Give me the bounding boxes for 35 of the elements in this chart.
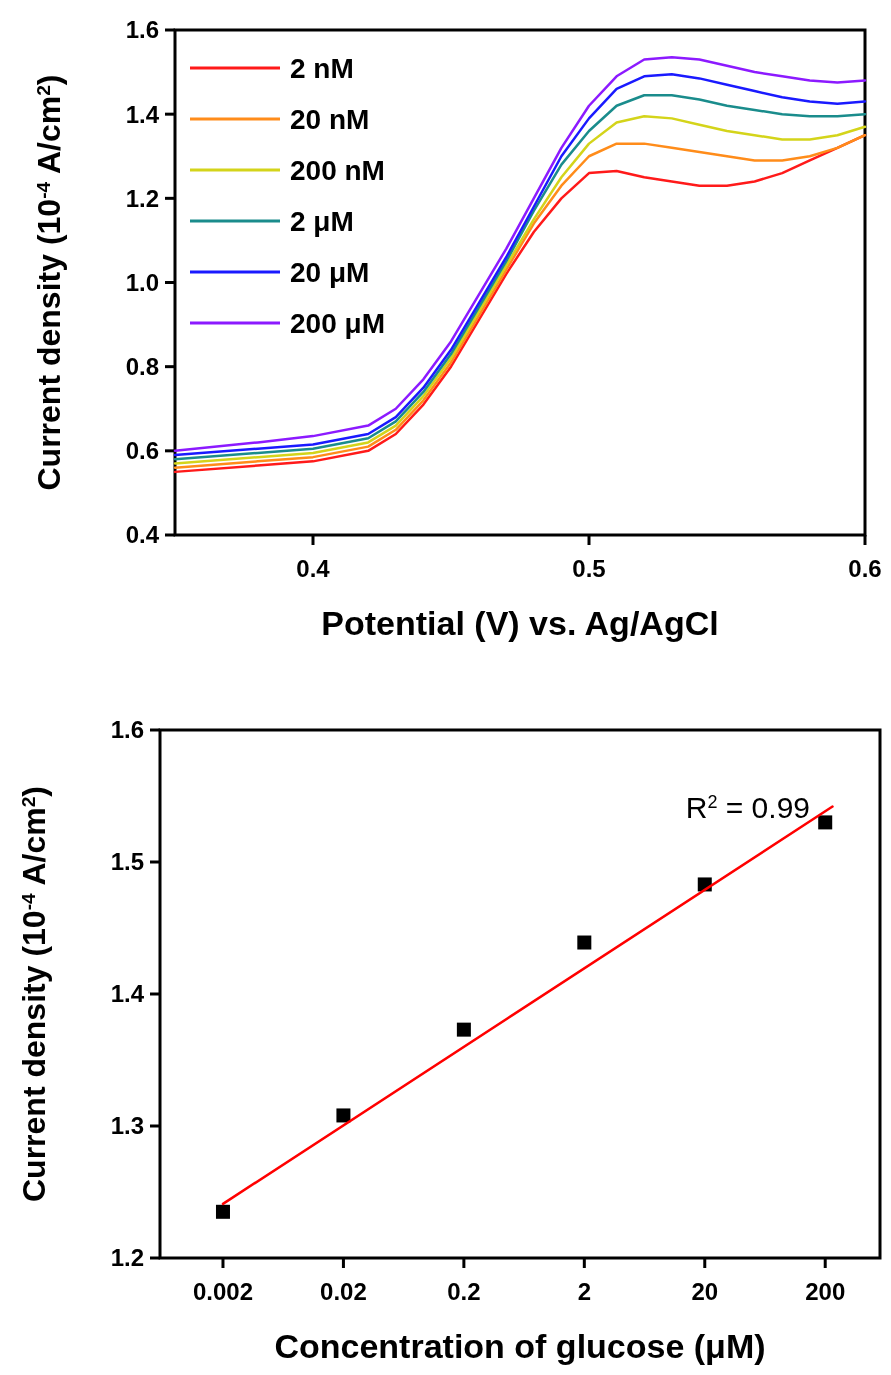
y-tick-label: 0.8 xyxy=(125,353,159,381)
y-tick-label: 1.2 xyxy=(125,184,159,212)
y-tick-label: 1.6 xyxy=(125,16,159,44)
legend-label: 20 nM xyxy=(290,103,370,135)
y-tick-label: 1.4 xyxy=(110,980,145,1008)
y-tick-label: 1.3 xyxy=(110,1112,144,1140)
x-axis-title: Concentration of glucose (μM) xyxy=(274,1327,766,1365)
x-axis-title: Potential (V) vs. Ag/AgCl xyxy=(321,604,719,642)
legend-label: 200 nM xyxy=(290,154,385,186)
point xyxy=(336,1108,351,1123)
y-tick-label: 1.5 xyxy=(110,848,144,876)
y-tick-label: 1.2 xyxy=(110,1244,144,1272)
x-tick-label: 200 xyxy=(805,1278,846,1305)
point xyxy=(818,815,833,830)
point xyxy=(577,935,592,950)
x-tick-label: 0.6 xyxy=(848,555,882,582)
legend-label: 20 μM xyxy=(290,256,370,288)
annotation: R$^{2}$ = 0.99 xyxy=(685,791,810,824)
x-tick-label: 0.5 xyxy=(572,555,606,582)
y-tick-label: 1.4 xyxy=(125,100,160,128)
x-tick-label: 0.002 xyxy=(192,1278,254,1305)
legend-label: 2 nM xyxy=(290,52,354,84)
point xyxy=(215,1204,230,1219)
y-tick-label: 1.0 xyxy=(125,268,159,296)
y-tick-label: 1.6 xyxy=(110,716,144,744)
x-tick-label: 2 xyxy=(577,1278,591,1305)
x-tick-label: 0.4 xyxy=(296,555,331,582)
y-tick-label: 0.6 xyxy=(125,437,159,465)
x-tick-label: 0.2 xyxy=(447,1278,481,1305)
point xyxy=(456,1022,471,1037)
legend-label: 2 μM xyxy=(290,205,354,237)
legend-label: 200 μM xyxy=(290,307,385,339)
x-tick-label: 20 xyxy=(691,1278,719,1305)
x-tick-label: 0.02 xyxy=(320,1278,367,1305)
y-tick-label: 0.4 xyxy=(125,521,160,549)
